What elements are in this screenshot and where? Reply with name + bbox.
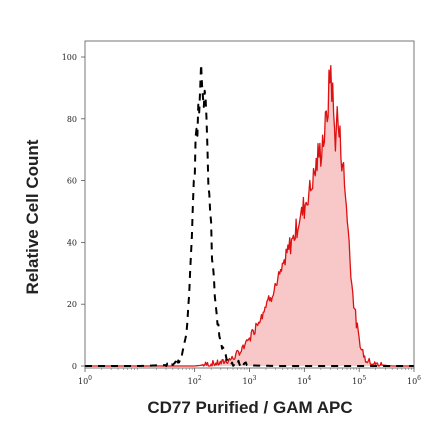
- y-tick-label: 80: [67, 115, 77, 124]
- y-tick-label: 40: [67, 238, 77, 247]
- x-axis-ticks: 100 102 103 104 105 106: [78, 368, 421, 386]
- y-tick-label: 100: [62, 53, 77, 62]
- histogram-lines: [84, 63, 415, 367]
- x-tick-label: 100: [78, 375, 92, 386]
- plot-frame: [84, 40, 415, 369]
- histogram-line-1: [85, 64, 414, 367]
- x-tick-label: 103: [242, 375, 256, 386]
- histogram-fills: [85, 65, 414, 366]
- y-axis-ticks: 0 20 40 60 80 100: [62, 53, 85, 371]
- x-tick-label: 102: [188, 375, 202, 386]
- histogram-fill-1: [85, 65, 414, 366]
- x-tick-label: 106: [407, 375, 421, 386]
- y-tick-label: 0: [72, 362, 77, 371]
- histogram-line-0: [84, 63, 415, 367]
- x-tick-label: 104: [297, 375, 311, 386]
- x-axis-label: CD77 Purified / GAM APC: [147, 398, 352, 417]
- x-tick-label: 105: [352, 375, 366, 386]
- y-axis-label: Relative Cell Count: [23, 139, 42, 294]
- y-tick-label: 20: [67, 300, 77, 309]
- y-tick-label: 60: [67, 177, 77, 186]
